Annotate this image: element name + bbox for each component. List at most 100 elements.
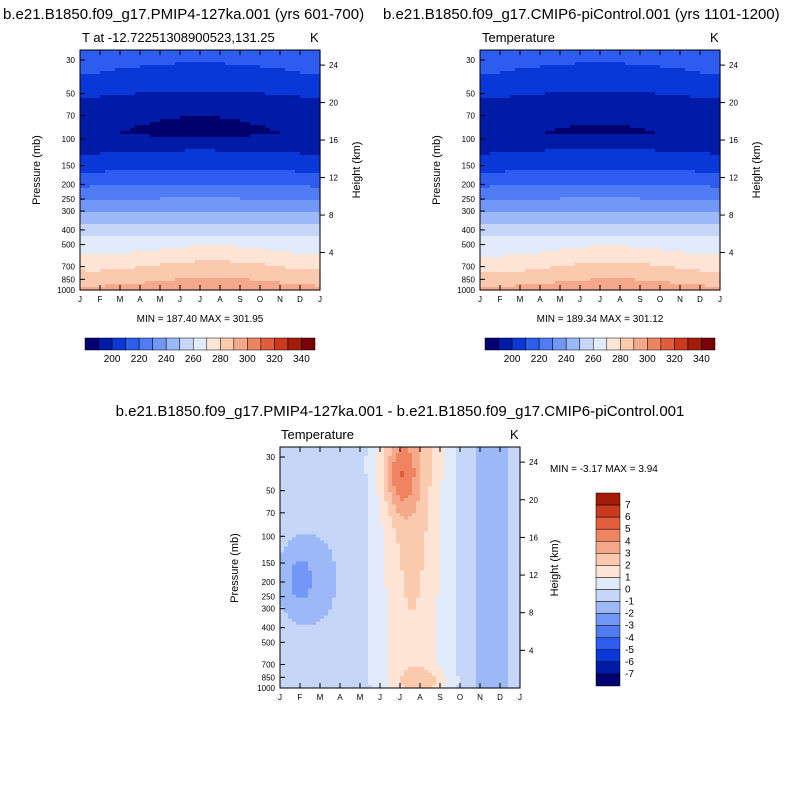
contour-cell xyxy=(205,74,211,78)
contour-cell xyxy=(130,101,136,105)
contour-cell xyxy=(290,56,296,60)
contour-cell xyxy=(225,92,231,96)
contour-cell xyxy=(240,107,246,111)
contour-cell xyxy=(195,113,201,117)
contour-cell xyxy=(95,95,101,99)
contour-cell xyxy=(80,80,86,84)
contour-cell xyxy=(315,80,321,84)
contour-cell xyxy=(150,62,156,66)
contour-cell xyxy=(215,53,221,57)
contour-cell xyxy=(190,113,196,117)
contour-cell xyxy=(225,56,231,60)
contour-cell xyxy=(180,62,186,66)
contour-cell xyxy=(175,74,181,78)
contour-cell xyxy=(220,95,226,99)
contour-cell xyxy=(200,77,206,81)
contour-cell xyxy=(90,80,96,84)
contour-cell xyxy=(285,50,291,54)
contour-cell xyxy=(90,83,96,87)
contour-cell xyxy=(180,71,186,75)
contour-cell xyxy=(265,71,271,75)
contour-cell xyxy=(305,80,311,84)
contour-cell xyxy=(85,50,91,54)
contour-cell xyxy=(250,104,256,108)
contour-cell xyxy=(215,116,221,120)
contour-cell xyxy=(190,59,196,63)
contour-cell xyxy=(280,86,286,90)
contour-cell xyxy=(275,89,281,93)
contour-cell xyxy=(95,68,101,72)
contour-cell xyxy=(260,56,266,60)
contour-cell xyxy=(120,101,126,105)
contour-cell xyxy=(80,104,86,108)
contour-cell xyxy=(115,86,121,90)
contour-cell xyxy=(205,56,211,60)
contour-cell xyxy=(160,119,166,123)
contour-cell xyxy=(140,83,146,87)
contour-cell xyxy=(175,50,181,54)
contour-cell xyxy=(145,83,151,87)
contour-cell xyxy=(140,122,146,126)
contour-cell xyxy=(315,95,321,99)
contour-cell xyxy=(185,104,191,108)
contour-cell xyxy=(170,101,176,105)
contour-cell xyxy=(165,89,171,93)
contour-cell xyxy=(290,101,296,105)
contour-cell xyxy=(155,65,161,69)
contour-cell xyxy=(240,119,246,123)
contour-cell xyxy=(235,92,241,96)
contour-cell xyxy=(85,68,91,72)
contour-cell xyxy=(175,107,181,111)
contour-cell xyxy=(110,50,116,54)
contour-cell xyxy=(265,107,271,111)
contour-cell xyxy=(150,101,156,105)
contour-cell xyxy=(260,71,266,75)
contour-cell xyxy=(280,113,286,117)
contour-cell xyxy=(245,71,251,75)
contour-cell xyxy=(200,53,206,57)
contour-cell xyxy=(300,113,306,117)
contour-cell xyxy=(275,92,281,96)
contour-cell xyxy=(90,113,96,117)
contour-cell xyxy=(190,62,196,66)
contour-cell xyxy=(210,119,216,123)
contour-cell xyxy=(125,98,131,102)
contour-cell xyxy=(285,116,291,120)
contour-cell xyxy=(185,83,191,87)
contour-cell xyxy=(290,116,296,120)
contour-cell xyxy=(305,107,311,111)
contour-cell xyxy=(175,80,181,84)
contour-cell xyxy=(210,110,216,114)
contour-cell xyxy=(160,74,166,78)
contour-cell xyxy=(150,71,156,75)
contour-cell xyxy=(265,59,271,63)
contour-cell xyxy=(120,92,126,96)
contour-cell xyxy=(100,62,106,66)
contour-cell xyxy=(180,110,186,114)
contour-cell xyxy=(245,53,251,57)
contour-cell xyxy=(205,89,211,93)
contour-cell xyxy=(170,98,176,102)
contour-cell xyxy=(285,104,291,108)
contour-cell xyxy=(185,98,191,102)
contour-cell xyxy=(280,101,286,105)
colorbar-swatch xyxy=(206,337,221,351)
contour-cell xyxy=(220,101,226,105)
contour-cell xyxy=(210,86,216,90)
contour-cell xyxy=(235,56,241,60)
contour-cell xyxy=(175,53,181,57)
contour-cell xyxy=(85,95,91,99)
contour-cell xyxy=(295,107,301,111)
contour-cell xyxy=(305,89,311,93)
contour-cell xyxy=(305,113,311,117)
contour-cell xyxy=(295,104,301,108)
contour-cell xyxy=(145,92,151,96)
contour-cell xyxy=(165,116,171,120)
contour-cell xyxy=(280,74,286,78)
contour-cell xyxy=(275,101,281,105)
contour-cell xyxy=(130,113,136,117)
contour-cell xyxy=(315,83,321,87)
contour-cell xyxy=(255,59,261,63)
contour-cell xyxy=(275,107,281,111)
contour-cell xyxy=(270,98,276,102)
